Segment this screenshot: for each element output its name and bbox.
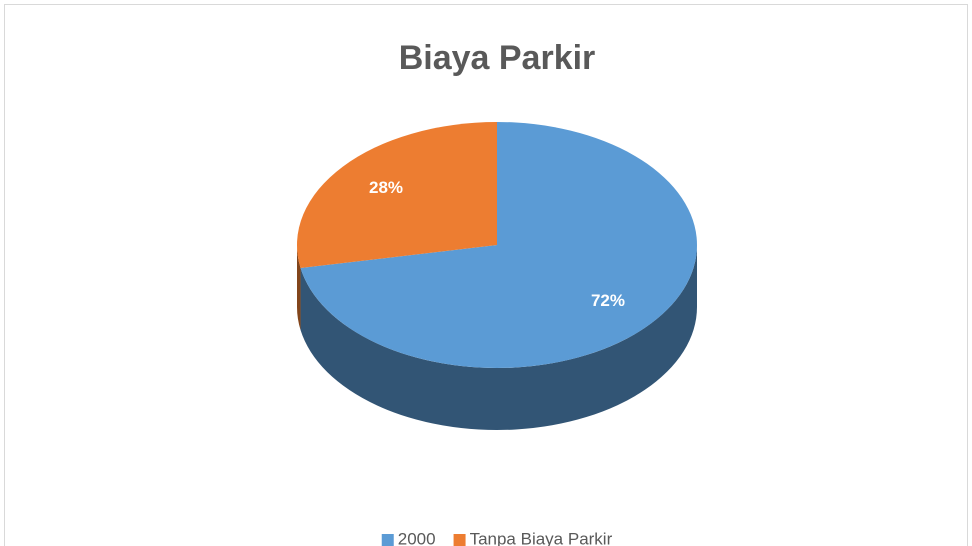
legend-label: 2000 — [398, 529, 436, 546]
legend-swatch — [453, 534, 466, 546]
data-label: 72% — [591, 291, 625, 310]
pie-side — [300, 245, 697, 430]
legend-label: Tanpa Biaya Parkir — [470, 529, 613, 546]
chart-title: Biaya Parkir — [399, 39, 596, 77]
pie-slice — [300, 122, 697, 368]
legend-swatch — [381, 534, 394, 546]
pie-side — [297, 245, 301, 331]
pie-slice — [296, 122, 497, 269]
data-label: 28% — [369, 178, 403, 197]
